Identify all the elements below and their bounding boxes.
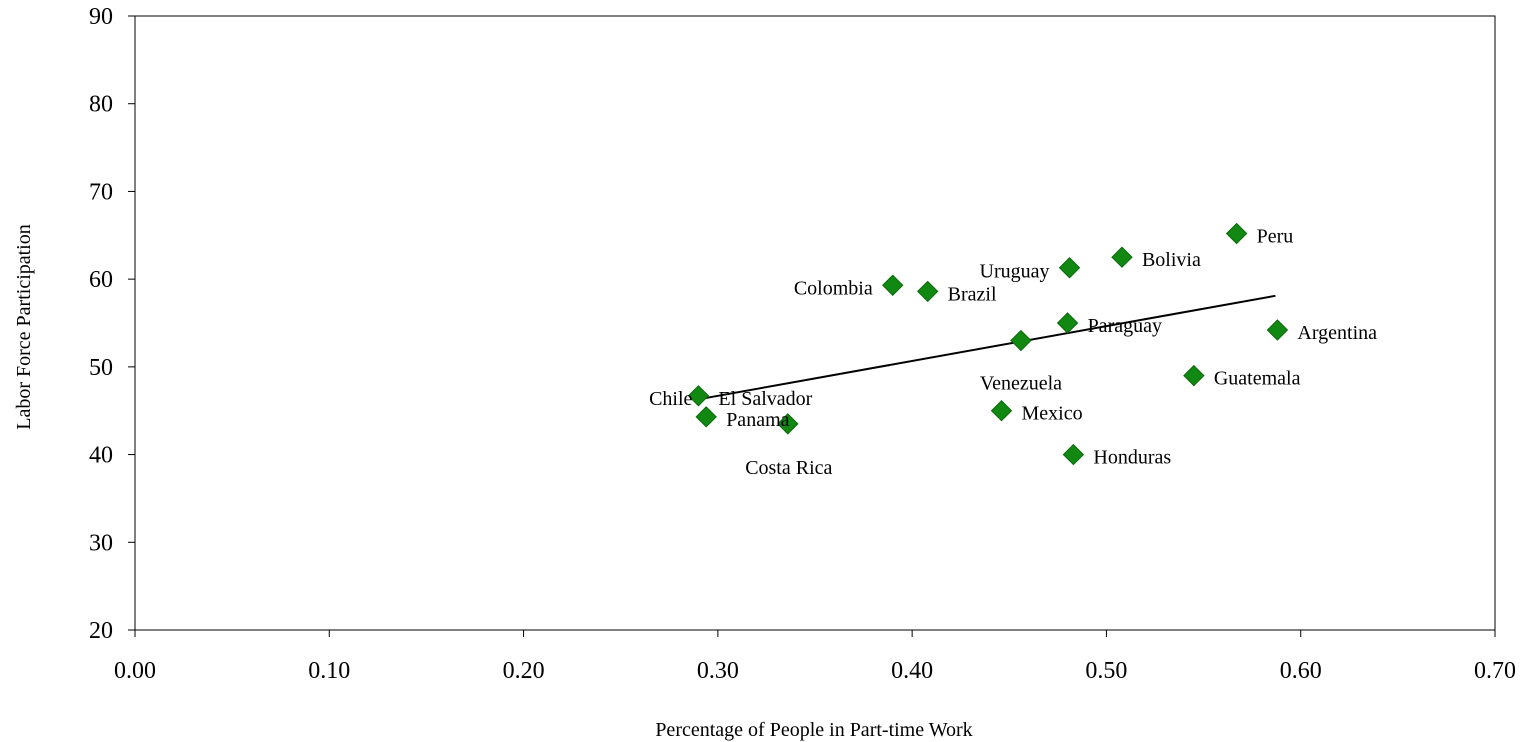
- point-label-costa-rica: Costa Rica: [745, 457, 832, 479]
- point-label-el-salvador: El Salvador: [718, 388, 812, 410]
- data-point-peru: [1225, 222, 1248, 245]
- y-tick-label: 90: [89, 4, 113, 30]
- point-label-venezuela: Venezuela: [980, 373, 1062, 395]
- point-label-brazil: Brazil: [948, 283, 997, 305]
- x-tick-label: 0.30: [697, 658, 739, 684]
- point-label-colombia: Colombia: [794, 277, 873, 299]
- point-label-honduras: Honduras: [1093, 447, 1171, 469]
- y-tick-label: 80: [89, 92, 113, 118]
- data-point-argentina: [1266, 319, 1289, 341]
- y-tick-label: 40: [89, 443, 113, 469]
- point-label-argentina: Argentina: [1297, 322, 1377, 344]
- x-tick-label: 0.20: [503, 658, 545, 684]
- trendline: [698, 294, 1276, 401]
- data-point-costa-rica: [777, 413, 799, 435]
- data-point-brazil: [916, 280, 939, 303]
- point-label-guatemala: Guatemala: [1214, 368, 1301, 390]
- x-tick-label: 0.60: [1280, 658, 1322, 684]
- x-tick-label: 0.40: [891, 658, 933, 684]
- x-tick-label: 0.70: [1474, 658, 1516, 684]
- data-point-paraguay: [1056, 312, 1079, 334]
- point-label-paraguay: Paraguay: [1088, 315, 1162, 337]
- point-label-chile: Chile: [649, 388, 692, 410]
- x-tick-label: 0.50: [1085, 658, 1127, 684]
- data-point-panama: [695, 406, 717, 428]
- point-label-bolivia: Bolivia: [1142, 249, 1201, 271]
- y-tick-label: 70: [89, 179, 113, 205]
- y-tick-label: 20: [89, 618, 113, 644]
- axes: 0.00 0.10 0.20 0.30 0.40 0.50 0.60 0.70 20 30 40 50…: [89, 4, 1516, 684]
- data-points: [687, 222, 1289, 466]
- point-label-panama: Panama: [726, 409, 789, 431]
- point-label-uruguay: Uruguay: [980, 261, 1050, 283]
- x-tick-label: 0.10: [308, 658, 350, 684]
- data-point-mexico: [990, 400, 1013, 422]
- data-point-chile: [687, 385, 710, 407]
- plot-area-frame: [134, 15, 1496, 631]
- y-tick-label: 60: [89, 267, 113, 293]
- trendline-layer: [698, 294, 1276, 401]
- data-point-colombia: [882, 274, 904, 296]
- data-point-uruguay: [1058, 257, 1081, 279]
- y-axis-title: Labor Force Participation: [13, 224, 35, 430]
- x-tick-label: 0.00: [114, 658, 156, 684]
- y-tick-label: 30: [89, 530, 113, 556]
- data-point-honduras: [1062, 443, 1085, 466]
- point-label-peru: Peru: [1257, 226, 1294, 248]
- data-point-guatemala: [1183, 364, 1205, 387]
- y-tick-label: 50: [89, 355, 113, 381]
- point-label-mexico: Mexico: [1022, 403, 1083, 425]
- data-point-venezuela: [1010, 329, 1032, 352]
- x-axis-title: Percentage of People in Part-time Work: [655, 719, 972, 741]
- data-point-bolivia: [1111, 246, 1133, 268]
